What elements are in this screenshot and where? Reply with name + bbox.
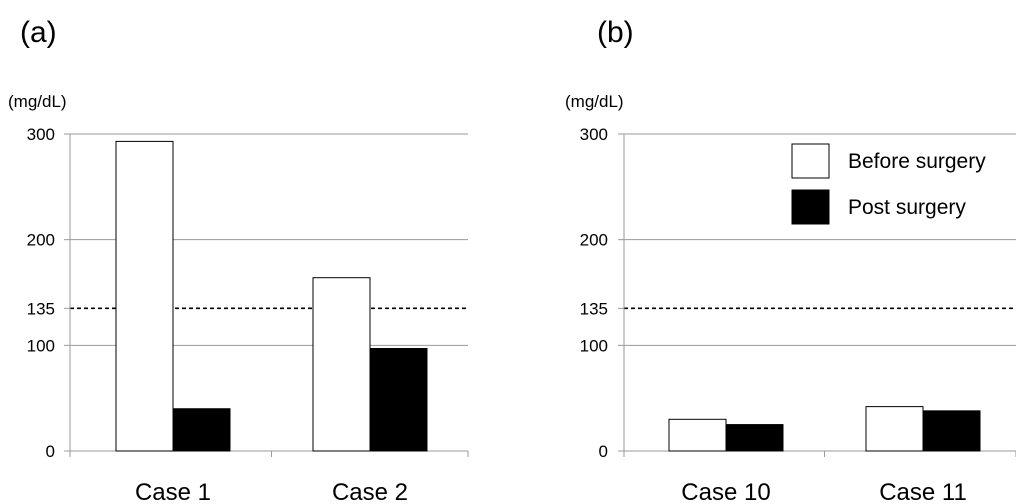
- y-axis-unit-label: (mg/dL): [565, 92, 624, 111]
- bar-before-2: [865, 406, 924, 452]
- legend: Before surgery Post surgery: [791, 143, 986, 225]
- y-tick-label: 0: [46, 442, 55, 461]
- legend-swatch: [791, 189, 830, 225]
- legend-swatch: [791, 143, 830, 179]
- category-label: Case 11: [879, 479, 967, 504]
- y-tick-label: 300: [580, 125, 608, 144]
- bar-post-2: [369, 348, 428, 452]
- legend-label: Post surgery: [848, 196, 966, 219]
- y-tick-label: 100: [27, 336, 55, 355]
- y-axis-unit-label: (mg/dL): [8, 92, 67, 111]
- legend-label: Before surgery: [848, 150, 986, 173]
- bar-before-1: [115, 140, 174, 452]
- y-tick-label: 100: [580, 336, 608, 355]
- y-tick-label: 135: [27, 299, 55, 318]
- panel-b-chart: (b) (mg/dL) 0 100 135 200 300 Case 10 Case 11 Bef…: [565, 16, 1016, 504]
- category-label: Case 10: [681, 479, 770, 504]
- panel-label: (a): [20, 16, 57, 49]
- bar-post-1: [172, 408, 231, 452]
- y-tick-label: 200: [580, 231, 608, 250]
- category-label: Case 2: [332, 479, 408, 504]
- panel-a-chart: (a) (mg/dL) 0 100 135 200 300 Case 1 Case 2: [8, 16, 469, 504]
- bar-before-1: [668, 418, 727, 452]
- bar-post-2: [922, 410, 981, 452]
- category-label: Case 1: [135, 479, 211, 504]
- y-tick-label: 200: [27, 231, 55, 250]
- y-tick-label: 300: [27, 125, 55, 144]
- y-tick-label: 135: [580, 299, 608, 318]
- bar-post-1: [725, 424, 784, 452]
- panel-label: (b): [597, 16, 634, 49]
- bar-before-2: [312, 277, 371, 452]
- y-tick-label: 0: [599, 442, 608, 461]
